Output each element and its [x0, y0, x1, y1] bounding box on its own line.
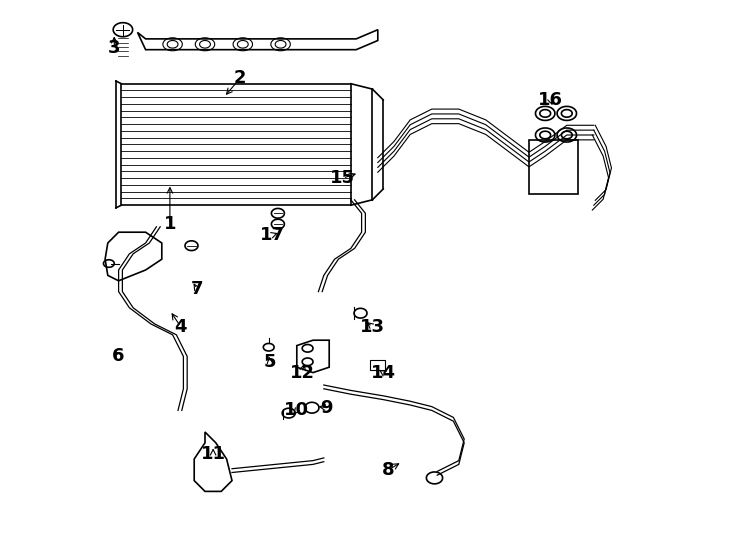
Text: 10: 10: [284, 401, 309, 420]
Text: 8: 8: [382, 461, 395, 479]
Bar: [370, 360, 385, 370]
Text: 1: 1: [164, 215, 176, 233]
Bar: [121, 84, 351, 205]
Text: 13: 13: [360, 318, 385, 336]
Text: 5: 5: [264, 353, 276, 371]
Text: 15: 15: [330, 169, 355, 187]
Text: 14: 14: [371, 363, 396, 382]
Text: 3: 3: [108, 38, 120, 57]
Text: 17: 17: [260, 226, 285, 244]
Text: 4: 4: [175, 318, 187, 336]
Text: 11: 11: [200, 444, 225, 463]
Text: 12: 12: [290, 363, 315, 382]
Bar: [529, 140, 578, 194]
Text: 7: 7: [191, 280, 203, 298]
Text: 2: 2: [234, 69, 247, 87]
Text: 16: 16: [538, 91, 563, 109]
Text: 9: 9: [320, 399, 333, 417]
Text: 6: 6: [112, 347, 125, 366]
